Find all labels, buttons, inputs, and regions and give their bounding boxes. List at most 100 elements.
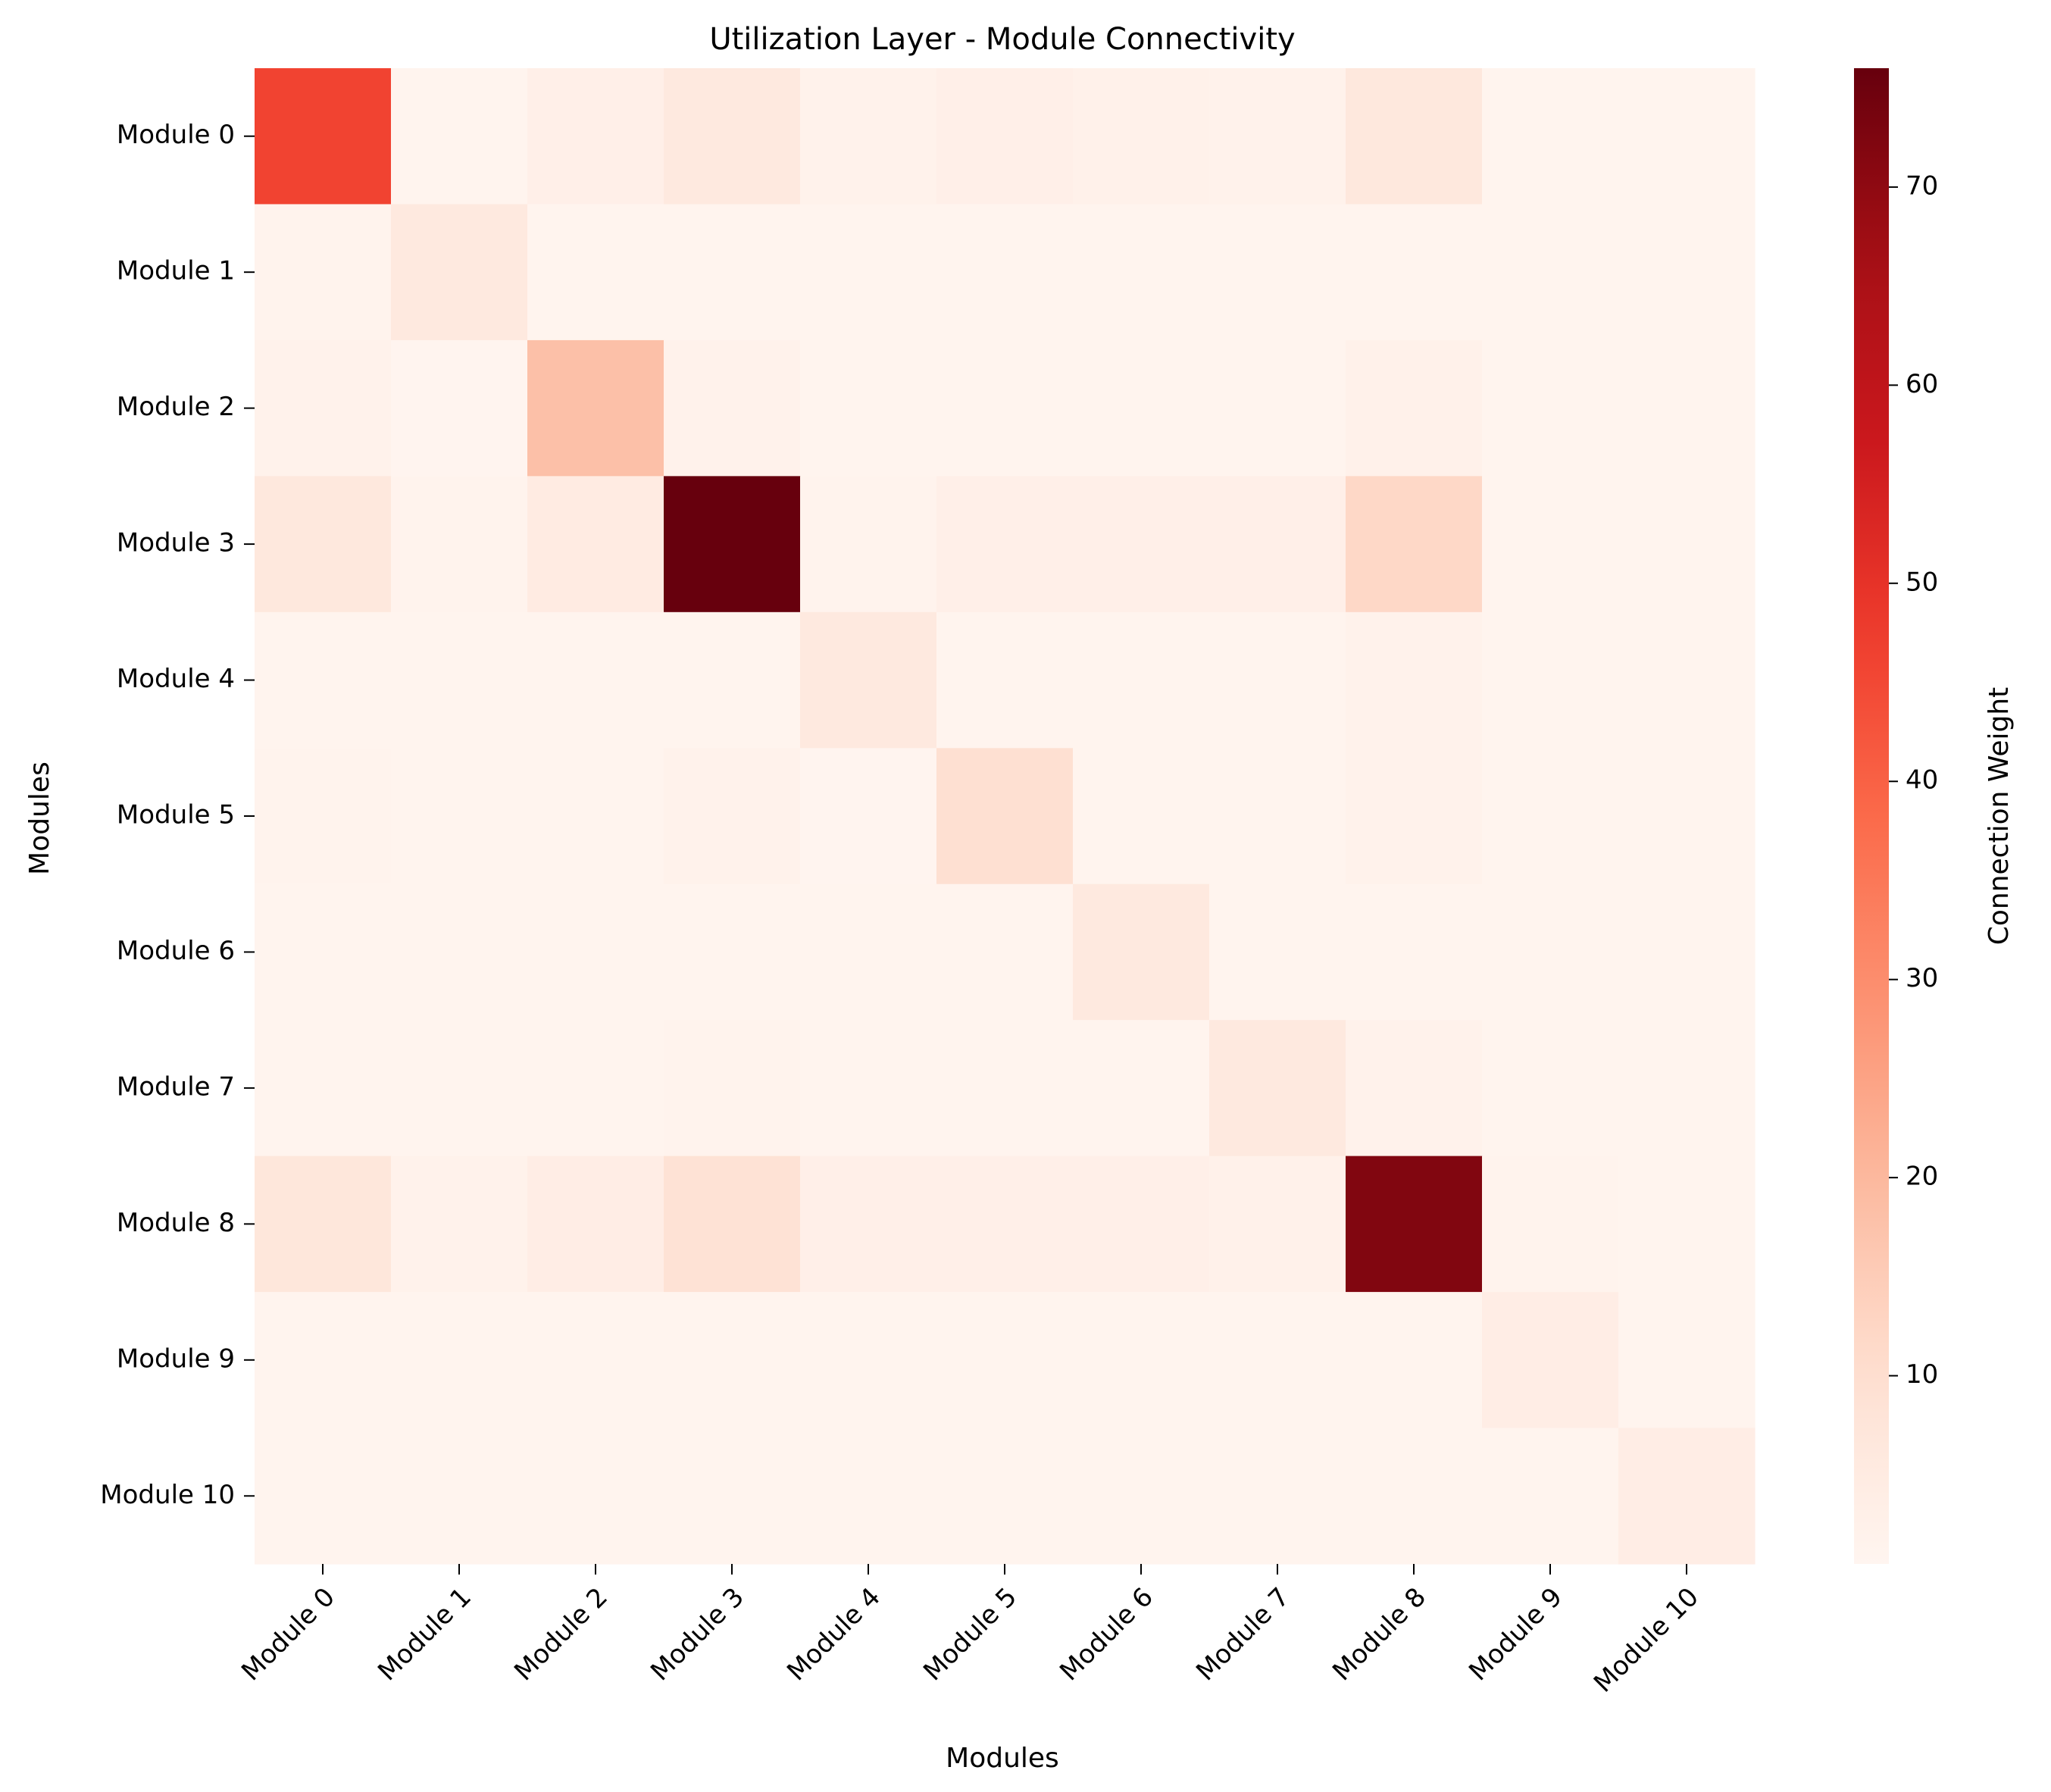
heatmap-cell [1346,748,1483,885]
heatmap-cell [1346,339,1483,477]
heatmap-cell [391,339,528,477]
heatmap-cell [664,748,801,885]
heatmap-cell [936,339,1074,477]
heatmap-cell [1209,476,1346,613]
heatmap-cell [255,611,392,749]
heatmap-cell [1618,748,1756,885]
x-axis-label: Modules [946,1743,1059,1774]
heatmap-cell [936,748,1074,885]
heatmap-cell [800,339,937,477]
heatmap-cell [1073,883,1210,1021]
colorbar-tick-label: 20 [1906,1162,1938,1192]
heatmap-cell [255,883,392,1021]
heatmap-cell [391,1428,528,1565]
heatmap-cell [664,883,801,1021]
heatmap-cell [1209,883,1346,1021]
heatmap-cell [1073,1428,1210,1565]
heatmap-cell [1209,611,1346,749]
heatmap-cell [936,68,1074,205]
y-tick-label: Module 10 [100,1480,235,1510]
heatmap-cell [800,1156,937,1293]
chart-title: Utilization Layer - Module Connectivity [709,22,1295,57]
heatmap-cell [664,611,801,749]
heatmap-cell [1346,1020,1483,1157]
heatmap-cell [664,1156,801,1293]
heatmap-cell [1073,611,1210,749]
heatmap-cell [1346,204,1483,341]
heatmap-cell [664,204,801,341]
heatmap-cell [800,611,937,749]
heatmap-cell [391,1156,528,1293]
heatmap-cell [391,1020,528,1157]
heatmap-cell [1482,611,1619,749]
heatmap-cell [800,1292,937,1429]
heatmap-cell [800,204,937,341]
heatmap-cell [1482,1428,1619,1565]
heatmap-cell [391,1292,528,1429]
heatmap-cell [936,883,1074,1021]
heatmap-cell [391,611,528,749]
colorbar-label: Connection Weight [1984,687,2015,946]
heatmap-cell [1073,339,1210,477]
heatmap-cell [1209,204,1346,341]
y-tick-label: Module 7 [117,1071,235,1102]
heatmap-cell [664,1020,801,1157]
heatmap-cell [1618,1156,1756,1293]
heatmap-cell [1618,883,1756,1021]
colorbar-ticks: 10 20 30 40 50 60 70 [1889,170,1938,1390]
colorbar-tick-label: 50 [1906,567,1938,597]
colorbar-tick-label: 30 [1906,963,1938,993]
y-tick-label: Module 8 [117,1208,235,1238]
heatmap-cell [527,339,664,477]
heatmap-cell [255,748,392,885]
heatmap-cells [255,68,1756,1565]
colorbar-tick-label: 40 [1906,765,1938,796]
heatmap-cell [391,883,528,1021]
heatmap-cell [1482,204,1619,341]
heatmap-cell [1618,339,1756,477]
heatmap-cell [1482,1292,1619,1429]
heatmap-cell [664,68,801,205]
heatmap-cell [1073,476,1210,613]
heatmap-cell [391,748,528,885]
colorbar-gradient [1854,68,1889,1564]
heatmap-cell [1346,68,1483,205]
heatmap-cell [255,1292,392,1429]
heatmap-cell [1482,1020,1619,1157]
heatmap-cell [527,748,664,885]
heatmap-cell [527,476,664,613]
heatmap-cell [1482,748,1619,885]
heatmap-cell [1209,1156,1346,1293]
heatmap-cell [936,476,1074,613]
heatmap-cell [800,68,937,205]
heatmap-cell [1618,204,1756,341]
heatmap-cell [664,1292,801,1429]
y-tick-label: Module 9 [117,1343,235,1374]
y-tick-label: Module 4 [117,664,235,694]
heatmap-cell [1346,1156,1483,1293]
heatmap-cell [391,204,528,341]
heatmap-cell [936,204,1074,341]
heatmap-cell [1618,68,1756,205]
heatmap-cell [1618,1428,1756,1565]
y-tick-label: Module 0 [117,120,235,150]
heatmap-cell [1073,68,1210,205]
heatmap-cell [527,611,664,749]
colorbar: 10 20 30 40 50 60 70 Connection Weight [1854,68,2015,1564]
heatmap-cell [1482,1156,1619,1293]
heatmap-cell [1073,1020,1210,1157]
heatmap-cell [800,1020,937,1157]
heatmap-cell [527,1156,664,1293]
heatmap-cell [255,1156,392,1293]
y-tick-label: Module 6 [117,936,235,966]
heatmap-cell [527,1428,664,1565]
heatmap-cell [1618,1020,1756,1157]
heatmap-cell [527,883,664,1021]
colorbar-tick-label: 70 [1906,170,1938,201]
heatmap-cell [1073,204,1210,341]
heatmap-cell [255,476,392,613]
heatmap-cell [936,611,1074,749]
heatmap-cell [1073,1156,1210,1293]
heatmap-cell [255,1428,392,1565]
heatmap-cell [1209,339,1346,477]
